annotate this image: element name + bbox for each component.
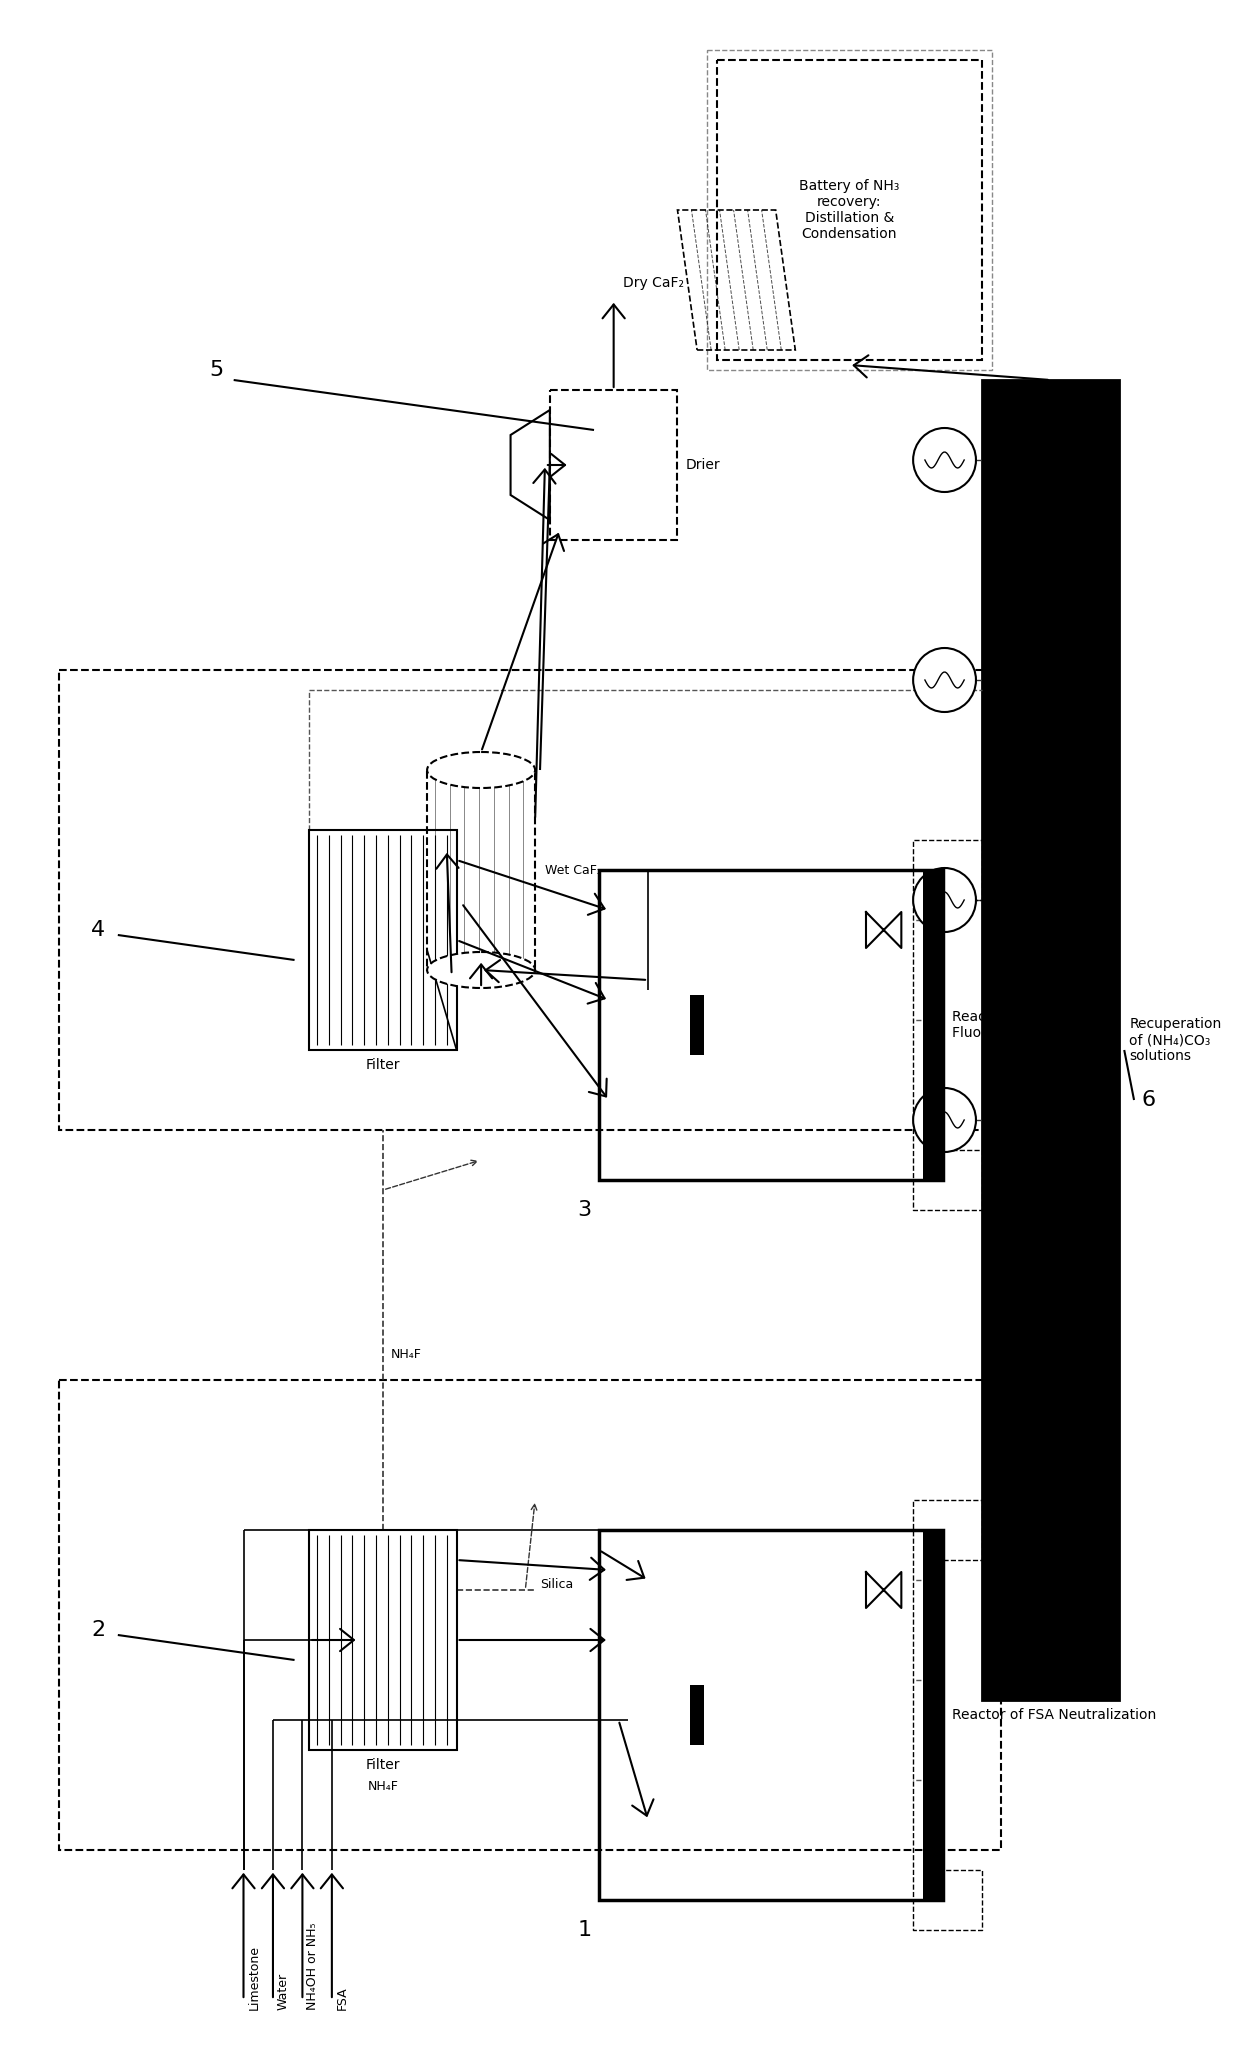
- Text: NH₄F: NH₄F: [367, 1780, 398, 1792]
- Circle shape: [913, 868, 976, 932]
- Text: Reactor of Calcium
Fluoride Precipitation: Reactor of Calcium Fluoride Precipitatio…: [952, 1010, 1100, 1040]
- Bar: [549, 389, 677, 541]
- Circle shape: [913, 647, 976, 713]
- Text: NH₄F: NH₄F: [391, 1348, 422, 1362]
- Text: Limestone: Limestone: [248, 1946, 260, 2009]
- Text: Silica: Silica: [541, 1579, 573, 1591]
- Bar: [923, 870, 942, 1180]
- Bar: [427, 770, 536, 971]
- Text: FSA: FSA: [336, 1987, 348, 2009]
- Text: 4: 4: [91, 920, 105, 940]
- Bar: [691, 1686, 704, 1745]
- Bar: [309, 829, 456, 1051]
- Text: 6: 6: [1142, 1090, 1156, 1110]
- Bar: [60, 670, 1002, 1130]
- Text: Reactor of FSA Neutralization: Reactor of FSA Neutralization: [952, 1708, 1157, 1722]
- Text: 3: 3: [577, 1200, 591, 1221]
- Bar: [717, 59, 982, 360]
- Ellipse shape: [427, 752, 536, 788]
- Text: NH₄OH or NH₅: NH₄OH or NH₅: [306, 1923, 320, 2009]
- Bar: [60, 1380, 1002, 1849]
- Text: Battery of NH₃
recovery:
Distillation &
Condensation: Battery of NH₃ recovery: Distillation & …: [799, 178, 899, 242]
- Bar: [691, 995, 704, 1055]
- Text: 2: 2: [91, 1620, 105, 1640]
- Text: Recuperation
of (NH₄)CO₃
solutions: Recuperation of (NH₄)CO₃ solutions: [1130, 1016, 1221, 1063]
- Text: Wet CaF₂: Wet CaF₂: [544, 864, 601, 877]
- Bar: [309, 1530, 456, 1749]
- Ellipse shape: [427, 952, 536, 987]
- Bar: [599, 870, 942, 1180]
- Circle shape: [913, 1087, 976, 1151]
- Bar: [599, 1530, 942, 1901]
- Bar: [923, 1530, 942, 1901]
- Text: Filter: Filter: [366, 1757, 401, 1772]
- Text: Drier: Drier: [686, 459, 720, 471]
- Text: 5: 5: [208, 360, 223, 381]
- Text: 1: 1: [577, 1921, 591, 1939]
- Circle shape: [913, 428, 976, 492]
- Bar: [982, 381, 1120, 1700]
- Text: Water: Water: [277, 1972, 290, 2009]
- Text: Filter: Filter: [366, 1059, 401, 1071]
- Text: Dry CaF₂: Dry CaF₂: [624, 276, 684, 291]
- Bar: [707, 49, 992, 371]
